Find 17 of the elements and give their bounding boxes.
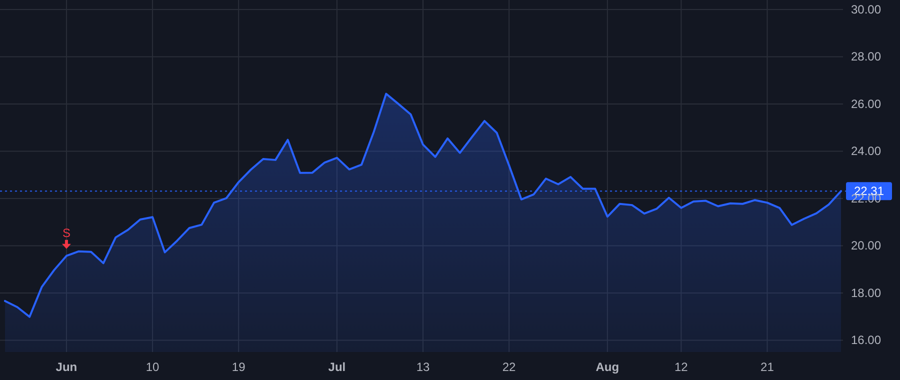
y-tick-label: 28.00 [850, 50, 882, 64]
x-tick-label: 22 [502, 360, 516, 374]
y-tick-label: 16.00 [850, 333, 882, 348]
y-tick-label: 26.00 [850, 96, 882, 111]
y-tick-label: 24.00 [850, 144, 882, 158]
x-tick-label: Aug [596, 360, 620, 374]
annotation: S [62, 226, 70, 240]
x-tick-label: Jun [56, 360, 78, 374]
y-tick-label: 30.00 [850, 2, 882, 16]
x-tick-label: 13 [416, 360, 430, 374]
x-tick-label: Jul [328, 360, 346, 374]
x-tick-label: 10 [146, 360, 160, 374]
x-tick-label: 12 [674, 360, 688, 374]
x-tick-label: 19 [232, 360, 246, 374]
y-tick-label: 18.00 [850, 286, 882, 300]
y-tick-label: 20.00 [850, 238, 882, 253]
x-tick-label: 21 [760, 360, 774, 374]
